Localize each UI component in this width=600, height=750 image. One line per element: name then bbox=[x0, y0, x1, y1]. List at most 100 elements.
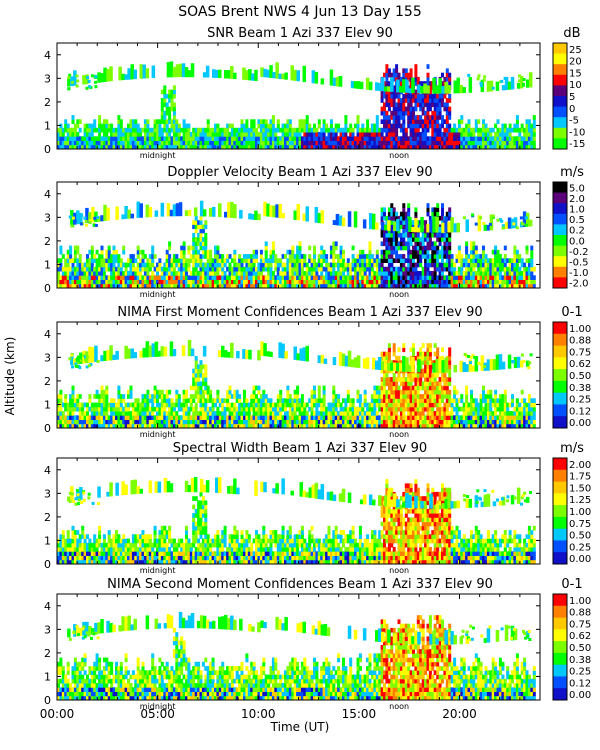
echo-cell bbox=[527, 271, 531, 276]
echo-cell bbox=[168, 275, 172, 280]
echo-cell bbox=[134, 136, 138, 141]
colorbar-swatch bbox=[553, 224, 567, 236]
echo-cell bbox=[165, 140, 169, 146]
echo-cell bbox=[530, 249, 534, 255]
echo-cell bbox=[380, 411, 384, 416]
echo-cell bbox=[139, 258, 143, 263]
echo-cell bbox=[284, 275, 287, 280]
echo-cell bbox=[286, 127, 290, 133]
echo-cell bbox=[375, 423, 379, 428]
echo-cell bbox=[262, 394, 266, 399]
echo-cell bbox=[129, 254, 133, 259]
echo-cell bbox=[281, 279, 285, 285]
echo-cell bbox=[443, 241, 447, 247]
echo-cell bbox=[218, 275, 222, 280]
echo-cell bbox=[421, 144, 425, 149]
echo-cell bbox=[262, 279, 266, 285]
echo-cell bbox=[163, 411, 167, 416]
echo-cell bbox=[71, 389, 75, 395]
echo-cell bbox=[448, 106, 452, 112]
echo-cell bbox=[482, 254, 485, 259]
echo-cell bbox=[402, 266, 406, 272]
echo-cell bbox=[180, 258, 184, 263]
echo-cell bbox=[448, 123, 452, 129]
speckle bbox=[70, 224, 74, 228]
echo-cell bbox=[395, 211, 399, 217]
echo-cell bbox=[129, 266, 133, 272]
echo-cell bbox=[240, 123, 244, 129]
layer-cell bbox=[269, 65, 273, 78]
echo-cell bbox=[194, 245, 198, 251]
echo-cell bbox=[226, 279, 230, 285]
echo-cell bbox=[506, 132, 510, 137]
echo-cell bbox=[288, 136, 292, 141]
echo-cell bbox=[366, 406, 370, 412]
echo-cell bbox=[465, 258, 469, 263]
echo-cell bbox=[530, 132, 534, 137]
echo-cell bbox=[334, 271, 338, 276]
echo-cell bbox=[194, 271, 198, 276]
noon-marker: noon bbox=[389, 151, 409, 160]
layer-cell bbox=[432, 77, 436, 94]
echo-cell bbox=[395, 136, 399, 141]
echo-cell bbox=[187, 140, 191, 146]
layer-cell bbox=[248, 69, 252, 81]
echo-cell bbox=[175, 398, 179, 403]
echo-cell bbox=[107, 419, 111, 425]
echo-cell bbox=[286, 258, 290, 263]
echo-cell bbox=[115, 279, 118, 285]
echo-cell bbox=[390, 72, 394, 78]
echo-cell bbox=[520, 258, 524, 263]
echo-cell bbox=[134, 411, 138, 416]
echo-cell bbox=[163, 123, 167, 129]
echo-cell bbox=[334, 254, 338, 259]
echo-cell bbox=[392, 279, 396, 285]
echo-cell bbox=[431, 93, 435, 99]
echo-cell bbox=[259, 136, 263, 141]
echo-cell bbox=[397, 241, 401, 247]
echo-cell bbox=[163, 406, 167, 412]
echo-cell bbox=[102, 119, 106, 124]
echo-cell bbox=[501, 258, 505, 263]
echo-cell bbox=[308, 419, 312, 425]
echo-cell bbox=[117, 266, 121, 272]
echo-cell bbox=[467, 119, 471, 124]
echo-cell bbox=[259, 398, 263, 403]
echo-cell bbox=[182, 132, 186, 137]
speckle bbox=[500, 79, 504, 83]
layer-cell bbox=[338, 75, 343, 87]
echo-cell bbox=[438, 136, 442, 141]
speckle bbox=[462, 216, 466, 220]
echo-cell bbox=[226, 254, 230, 259]
echo-cell bbox=[387, 283, 391, 288]
echo-cell bbox=[185, 279, 188, 285]
echo-cell bbox=[71, 423, 75, 428]
echo-cell bbox=[361, 406, 365, 412]
echo-cell bbox=[320, 262, 324, 268]
echo-cell bbox=[262, 144, 266, 149]
echo-cell bbox=[409, 123, 413, 129]
echo-cell bbox=[383, 368, 386, 374]
echo-cell bbox=[520, 140, 524, 146]
echo-cell bbox=[424, 110, 428, 116]
colorbar-label: 2.0 bbox=[569, 194, 585, 205]
echo-cell bbox=[226, 419, 230, 425]
echo-cell bbox=[122, 419, 126, 425]
echo-cell bbox=[243, 406, 246, 412]
echo-cell bbox=[416, 237, 420, 242]
echo-cell bbox=[383, 271, 386, 276]
echo-cell bbox=[383, 241, 386, 247]
echo-cell bbox=[172, 85, 176, 91]
echo-cell bbox=[204, 377, 208, 382]
echo-cell bbox=[387, 266, 391, 272]
echo-cell bbox=[288, 398, 292, 403]
echo-cell bbox=[441, 275, 444, 280]
echo-cell bbox=[81, 271, 85, 276]
echo-cell bbox=[380, 271, 384, 276]
echo-cell bbox=[414, 89, 418, 95]
echo-cell bbox=[397, 258, 401, 263]
echo-cell bbox=[267, 402, 271, 408]
echo-cell bbox=[168, 266, 172, 272]
echo-cell bbox=[194, 283, 198, 288]
echo-cell bbox=[366, 419, 370, 425]
